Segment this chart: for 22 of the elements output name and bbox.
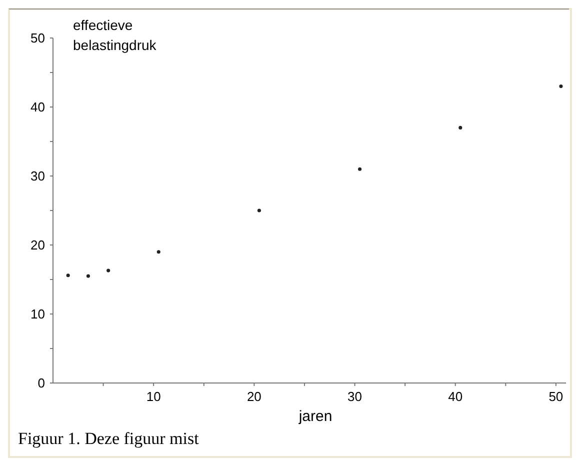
point xyxy=(257,208,261,212)
x-tick-label: 40 xyxy=(448,389,463,404)
point xyxy=(156,250,160,254)
text: Figuur 1. Deze figuur mist xyxy=(18,429,200,448)
x-tick-label: 20 xyxy=(246,389,262,404)
x-tick-label: 30 xyxy=(348,389,362,404)
x-tick-label: 10 xyxy=(146,389,161,404)
point xyxy=(358,167,362,171)
point xyxy=(66,274,70,278)
y-tick-label: 20 xyxy=(30,238,45,253)
y-tick-label: 10 xyxy=(30,306,45,322)
x-tick-label: 50 xyxy=(548,389,564,404)
y-tick-label: 50 xyxy=(30,30,45,46)
point xyxy=(458,126,462,130)
y-tick-label: 30 xyxy=(30,168,45,184)
y-axis-title: effectieve belastingdruk xyxy=(73,17,158,53)
y-tick-label: 40 xyxy=(30,100,45,115)
y-tick-label: 0 xyxy=(38,376,45,391)
point xyxy=(559,84,563,88)
point xyxy=(86,274,90,278)
point xyxy=(106,268,110,272)
x-axis-title: jaren xyxy=(298,408,332,425)
